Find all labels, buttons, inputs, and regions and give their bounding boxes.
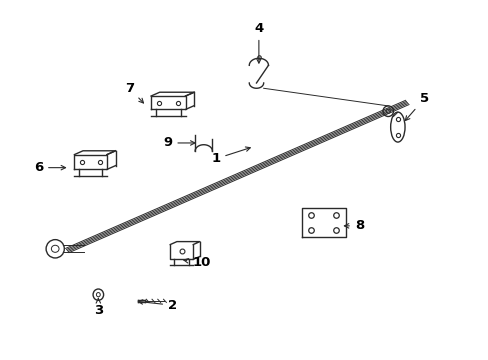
Text: 1: 1	[211, 147, 250, 165]
Text: 10: 10	[183, 256, 210, 269]
Text: 5: 5	[405, 93, 428, 121]
Text: 2: 2	[138, 299, 177, 312]
Text: 4: 4	[254, 22, 263, 63]
Text: 6: 6	[34, 161, 65, 174]
Text: 9: 9	[163, 136, 195, 149]
Text: 3: 3	[94, 298, 103, 317]
Text: 8: 8	[344, 219, 364, 232]
Text: 7: 7	[124, 82, 143, 103]
